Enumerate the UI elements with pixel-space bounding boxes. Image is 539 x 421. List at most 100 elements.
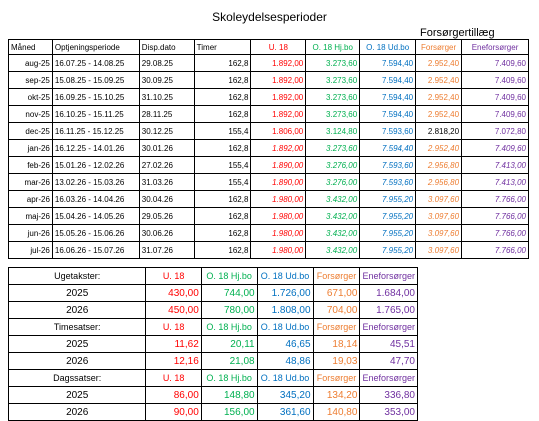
forsorger-cell[interactable]: 2.952,40 [415,105,463,123]
eneforsorger-cell[interactable]: 7.409,60 [461,54,529,72]
rates-column-header[interactable]: O. 18 Hj.bo [200,267,258,285]
udeboende-cell[interactable]: 7.955,20 [359,207,417,225]
period-cell[interactable]: 13.02.26 - 15.03.26 [51,173,140,191]
rate-value-cell[interactable]: 450,00 [145,301,202,319]
month-cell[interactable]: feb-26 [8,156,53,174]
rate-value-cell[interactable]: 1.808,00 [256,301,314,319]
hjemmeboende-cell[interactable]: 3.273,60 [305,54,361,72]
header-optjeningsperiode[interactable]: Optjeningsperiode [51,39,140,55]
forsorger-cell[interactable]: 2.818,20 [415,122,463,140]
rate-value-cell[interactable]: 11,62 [145,335,202,353]
rates-group-label[interactable]: Timesatser: [7,318,147,336]
month-cell[interactable]: maj-26 [8,207,53,225]
eneforsorger-cell[interactable]: 7.072,80 [461,122,529,140]
eneforsorger-cell[interactable]: 7.413,00 [461,156,529,174]
rate-value-cell[interactable]: 45,51 [359,335,418,353]
rate-value-cell[interactable]: 90,00 [145,403,202,421]
rate-value-cell[interactable]: 86,00 [145,386,202,404]
date-cell[interactable]: 29.08.25 [138,54,195,72]
rates-column-header[interactable]: Forsørger [312,369,361,387]
eneforsorger-cell[interactable]: 7.766,00 [461,241,529,259]
date-cell[interactable]: 31.07.26 [138,241,195,259]
header-maaned[interactable]: Måned [8,39,53,55]
rates-column-header[interactable]: Forsørger [312,267,361,285]
rates-column-header[interactable]: O. 18 Hj.bo [200,369,258,387]
udeboende-cell[interactable]: 7.594,40 [359,105,417,123]
hours-cell[interactable]: 162,8 [193,54,252,72]
date-cell[interactable]: 30.04.26 [138,190,195,208]
period-cell[interactable]: 15.04.26 - 14.05.26 [51,207,140,225]
udeboende-cell[interactable]: 7.594,40 [359,139,417,157]
udeboende-cell[interactable]: 7.594,40 [359,88,417,106]
period-cell[interactable]: 16.11.25 - 15.12.25 [51,122,140,140]
rate-value-cell[interactable]: 744,00 [200,284,258,302]
u18-cell[interactable]: 1.892,00 [250,54,307,72]
hours-cell[interactable]: 162,8 [193,224,252,242]
u18-cell[interactable]: 1.890,00 [250,173,307,191]
forsorger-cell[interactable]: 2.952,40 [415,139,463,157]
hours-cell[interactable]: 162,8 [193,71,252,89]
eneforsorger-cell[interactable]: 7.409,60 [461,88,529,106]
rates-column-header[interactable]: U. 18 [145,267,202,285]
hours-cell[interactable]: 162,8 [193,190,252,208]
rate-value-cell[interactable]: 353,00 [359,403,418,421]
rates-group-label[interactable]: Ugetakster: [7,267,147,285]
rate-value-cell[interactable]: 21,08 [200,352,258,370]
forsorger-cell[interactable]: 3.097,60 [415,190,463,208]
rate-value-cell[interactable]: 1.765,00 [359,301,418,319]
rates-column-header[interactable]: U. 18 [145,318,202,336]
udeboende-cell[interactable]: 7.593,60 [359,173,417,191]
period-cell[interactable]: 16.07.25 - 14.08.25 [51,54,140,72]
rates-column-header[interactable]: Forsørger [312,318,361,336]
year-cell[interactable]: 2026 [7,352,147,370]
forsorger-cell[interactable]: 3.097,60 [415,207,463,225]
date-cell[interactable]: 27.02.26 [138,156,195,174]
rate-value-cell[interactable]: 1.684,00 [359,284,418,302]
year-cell[interactable]: 2025 [7,284,147,302]
eneforsorger-cell[interactable]: 7.409,60 [461,105,529,123]
month-cell[interactable]: nov-25 [8,105,53,123]
period-cell[interactable]: 16.03.26 - 14.04.26 [51,190,140,208]
rate-value-cell[interactable]: 134,20 [312,386,361,404]
hjemmeboende-cell[interactable]: 3.124,80 [305,122,361,140]
forsorger-cell[interactable]: 2.952,40 [415,71,463,89]
hours-cell[interactable]: 155,4 [193,156,252,174]
month-cell[interactable]: jan-26 [8,139,53,157]
header-udeboende[interactable]: O. 18 Ud.bo [359,39,417,55]
year-cell[interactable]: 2026 [7,403,147,421]
month-cell[interactable]: dec-25 [8,122,53,140]
header-timer[interactable]: Timer [193,39,252,55]
date-cell[interactable]: 29.05.26 [138,207,195,225]
udeboende-cell[interactable]: 7.593,60 [359,122,417,140]
period-cell[interactable]: 16.06.26 - 15.07.26 [51,241,140,259]
eneforsorger-cell[interactable]: 7.413,00 [461,173,529,191]
month-cell[interactable]: jun-26 [8,224,53,242]
month-cell[interactable]: apr-26 [8,190,53,208]
rates-column-header[interactable]: Eneforsørger [359,267,418,285]
rates-column-header[interactable]: O. 18 Ud.bo [256,318,314,336]
forsorger-cell[interactable]: 2.952,40 [415,88,463,106]
month-cell[interactable]: mar-26 [8,173,53,191]
rate-value-cell[interactable]: 47,70 [359,352,418,370]
u18-cell[interactable]: 1.980,00 [250,207,307,225]
rate-value-cell[interactable]: 156,00 [200,403,258,421]
rate-value-cell[interactable]: 46,65 [256,335,314,353]
rate-value-cell[interactable]: 345,20 [256,386,314,404]
period-cell[interactable]: 16.12.25 - 14.01.26 [51,139,140,157]
hours-cell[interactable]: 162,8 [193,105,252,123]
rate-value-cell[interactable]: 1.726,00 [256,284,314,302]
header-u18[interactable]: U. 18 [250,39,307,55]
header-disp-dato[interactable]: Disp.dato [138,39,195,55]
period-cell[interactable]: 15.08.25 - 15.09.25 [51,71,140,89]
hours-cell[interactable]: 162,8 [193,207,252,225]
udeboende-cell[interactable]: 7.593,60 [359,156,417,174]
rates-column-header[interactable]: O. 18 Ud.bo [256,369,314,387]
hjemmeboende-cell[interactable]: 3.273,60 [305,105,361,123]
rate-value-cell[interactable]: 671,00 [312,284,361,302]
eneforsorger-cell[interactable]: 7.766,00 [461,190,529,208]
rate-value-cell[interactable]: 12,16 [145,352,202,370]
year-cell[interactable]: 2025 [7,386,147,404]
rate-value-cell[interactable]: 18,14 [312,335,361,353]
year-cell[interactable]: 2026 [7,301,147,319]
u18-cell[interactable]: 1.892,00 [250,71,307,89]
